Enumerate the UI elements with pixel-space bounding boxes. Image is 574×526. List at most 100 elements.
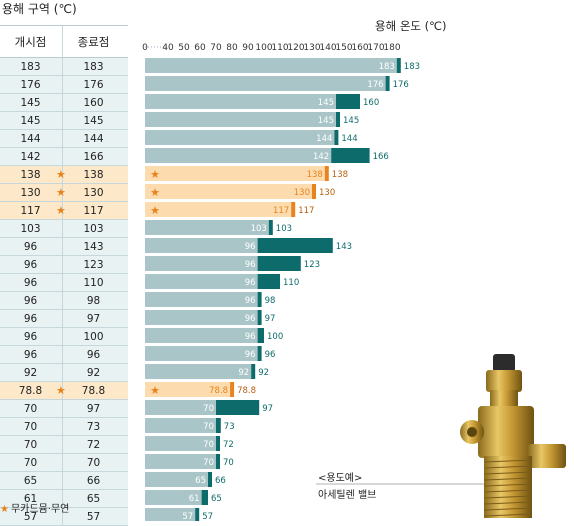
start-value-label: 183 [379,62,395,72]
start-value-label: 78.8 [209,386,228,396]
melting-range-bar [257,328,264,343]
end-value-label: 57 [202,512,213,521]
start-value-label: 70 [203,440,214,450]
end-temp-cell: 73 [62,418,124,435]
start-temp-cell: 70 [23,456,38,469]
x-tick-label: 0 [142,43,148,53]
end-temp-cell: 100 [62,328,124,345]
end-temp-cell: 117 [62,202,124,219]
start-temp-cell: 70 [23,420,38,433]
melting-range-table: 개시점 종료점 183 183 176 176 145 160 145 145 144 144 14… [0,25,128,526]
col-header-end: 종료점 [62,26,124,57]
valve-thread-line [483,507,533,511]
star-icon: ★ [0,504,9,515]
valve-cap [493,354,515,372]
solidus-bar [145,382,231,397]
start-temp-cell: 96 [23,240,38,253]
valve-thread-line [483,477,533,481]
end-value-label: 97 [265,314,276,324]
start-temp-cell: 70 [23,438,38,451]
end-temp-cell: 97 [62,310,124,327]
end-value-label: 78.8 [237,386,256,396]
start-value-label: 145 [318,116,334,126]
melting-range-bar [216,436,220,451]
solidus-bar [145,328,258,343]
start-temp-cell: 96 [23,348,38,361]
start-value-label: 176 [367,80,383,90]
end-temp-cell: 72 [62,436,124,453]
melting-range-bar [324,166,329,181]
x-tick-label: 70 [210,43,222,53]
acetylene-valve-image [316,354,566,518]
start-value-label: 96 [245,260,256,270]
table-row: 117 117 ★ [0,202,128,220]
start-value-label: 96 [245,332,256,342]
table-row: 70 72 [0,436,128,454]
end-value-label: 117 [298,206,314,216]
table-row: 103 103 [0,220,128,238]
end-temp-cell: 96 [62,346,124,363]
melting-range-bar [257,256,301,271]
table-row: 142 166 [0,148,128,166]
valve-thread-line [483,513,533,517]
melting-range-bar [257,274,280,289]
x-tick-label: 130 [303,43,320,53]
end-value-label: 97 [262,404,273,414]
end-value-label: 103 [276,224,292,234]
valve-thread-line [483,501,533,505]
end-temp-cell: 166 [62,148,124,165]
start-temp-cell: 92 [23,366,38,379]
table-row: 65 66 [0,472,128,490]
table-row: 61 65 [0,490,128,508]
end-value-label: 143 [336,242,352,252]
start-temp-cell: 70 [23,402,38,415]
usage-example-name: 아세틸렌 밸브 [318,490,377,501]
melting-range-bar [336,112,340,127]
melting-range-bar [257,310,262,325]
end-temp-cell: 130 [62,184,124,201]
x-tick-label: 170 [367,43,384,53]
end-temp-cell: 144 [62,130,124,147]
end-value-label: 72 [223,440,234,450]
solidus-bar [145,58,397,73]
start-temp-cell: 65 [23,474,38,487]
end-value-label: 73 [224,422,235,432]
valve-neck [490,390,518,408]
end-temp-cell: 145 [62,112,124,129]
start-temp-cell: 96 [23,258,38,271]
star-icon: ★ [150,168,160,181]
solidus-bar [145,166,325,181]
start-value-label: 70 [203,422,214,432]
melting-range-bar [336,94,360,109]
start-value-label: 96 [245,350,256,360]
valve-thread-line [483,459,533,463]
end-temp-cell: 138 [62,166,124,183]
valve-thread-line [483,465,533,469]
solidus-bar [145,364,252,379]
melting-range-bar [195,508,200,521]
end-temp-cell: 183 [62,58,124,75]
start-value-label: 57 [182,512,193,521]
end-value-label: 160 [363,98,379,108]
end-temp-cell: 57 [62,508,124,525]
melting-range-bar [257,292,262,307]
start-temp-cell: 96 [23,312,38,325]
melting-range-bar [312,184,316,199]
end-value-label: 110 [283,278,299,288]
usage-example-label: <용도예> [318,473,363,484]
table-row: 96 123 [0,256,128,274]
start-value-label: 61 [189,494,200,504]
start-temp-cell: 176 [20,78,41,91]
start-temp-cell: 117 [20,204,41,217]
solidus-bar [145,256,258,271]
end-value-label: 96 [265,350,276,360]
end-temp-cell: 92 [62,364,124,381]
end-temp-cell: 66 [62,472,124,489]
x-tick-label: 90 [242,43,254,53]
start-temp-cell: 145 [20,114,41,127]
valve-thread-line [483,489,533,493]
x-tick-label: 60 [194,43,206,53]
start-value-label: 70 [203,458,214,468]
end-value-label: 144 [341,134,357,144]
